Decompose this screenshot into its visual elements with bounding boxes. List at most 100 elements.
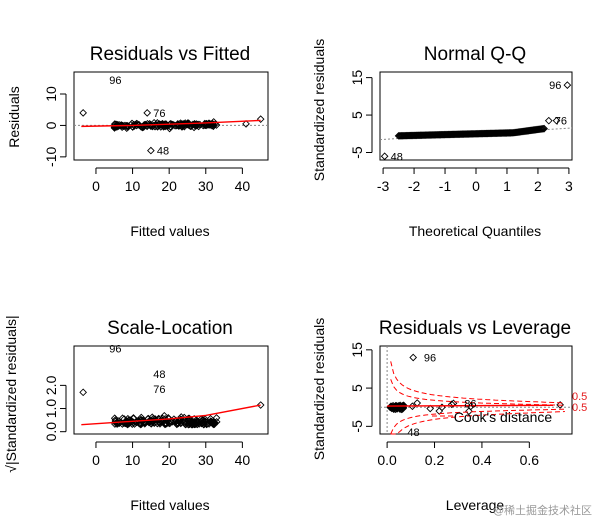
data-point (380, 152, 389, 161)
y-tick-label: 10 (43, 86, 59, 102)
data-point (198, 416, 207, 425)
data-point (563, 81, 572, 89)
x-tick-label: 0.4 (472, 452, 492, 468)
data-point (129, 120, 138, 129)
cooks-distance-contour (390, 379, 565, 406)
plot-frame (73, 345, 269, 435)
data-point (447, 400, 456, 409)
x-axis-label: Theoretical Quantiles (409, 223, 541, 239)
plot-frame (379, 71, 573, 161)
data-point (193, 417, 201, 426)
data-point (197, 419, 206, 428)
data-point (79, 388, 87, 397)
data-point (199, 418, 208, 427)
data-point (408, 402, 417, 411)
x-tick-label: 0 (472, 178, 480, 194)
data-point (556, 401, 564, 409)
data-point (147, 146, 155, 155)
data-point (130, 420, 139, 428)
data-point (191, 420, 200, 429)
x-tick-label: 10 (125, 178, 141, 194)
data-point (180, 413, 189, 422)
x-tick-label: 40 (235, 452, 251, 468)
y-axis-label: Standardized residuals (311, 39, 327, 181)
panel-scale-location: Scale-Location Fitted values √|Standardi… (3, 315, 269, 513)
x-tick-label: 10 (125, 452, 141, 468)
data-point (147, 419, 156, 428)
point-label: 96 (109, 75, 121, 87)
data-point (137, 418, 146, 427)
cook-level-label: 0.5 (572, 402, 587, 414)
data-point (153, 419, 162, 428)
x-tick-label: 40 (235, 178, 251, 194)
x-tick-label: 30 (198, 178, 214, 194)
chart-title: Normal Q-Q (424, 44, 526, 65)
data-point (435, 407, 444, 415)
point-label: 96 (549, 80, 561, 92)
point-label: 76 (153, 108, 165, 120)
x-axis-label: Fitted values (130, 223, 209, 239)
chart-title: Scale-Location (107, 318, 233, 339)
x-tick-label: 20 (161, 452, 177, 468)
y-tick-label: 0 (43, 121, 59, 129)
data-point (540, 124, 548, 133)
point-label: 48 (391, 151, 403, 163)
data-point (552, 116, 561, 125)
plot-frame (379, 345, 573, 435)
tick-labels: 0 10 20 30 40 0.0 1.0 2.0 (43, 375, 250, 468)
data-point (399, 401, 408, 410)
data-point (153, 119, 162, 127)
data-point (190, 123, 198, 132)
y-tick-label: -5 (349, 420, 365, 433)
smooth-line (81, 404, 261, 426)
data-point (179, 417, 188, 426)
data-marks: 96 76 48 (379, 71, 573, 163)
point-label: 76 (555, 116, 567, 128)
data-point (539, 124, 547, 133)
data-point (161, 420, 169, 429)
data-marks: 96 48 86 (379, 345, 573, 439)
data-point (79, 109, 87, 117)
x-tick-label: 0.6 (520, 452, 540, 468)
y-axis-label: Residuals (6, 86, 22, 147)
x-tick-label: 20 (161, 178, 177, 194)
data-point (242, 120, 250, 128)
data-marks: 96 48 76 (73, 343, 269, 435)
watermark: @稀土掘金技术社区 (493, 503, 592, 517)
data-point (176, 419, 185, 428)
x-tick-label: 0.0 (377, 452, 397, 468)
data-point (140, 120, 149, 129)
cooks-distance-contour (390, 408, 565, 435)
point-label: 86 (464, 398, 476, 410)
y-tick-label: 5 (349, 384, 365, 392)
cook-level-label: 0.5 (572, 391, 587, 403)
point-label: 96 (109, 343, 121, 355)
x-tick-label: 0 (92, 452, 100, 468)
y-tick-label: 2.0 (43, 375, 59, 395)
cooks-distance-contour (390, 361, 565, 404)
point-label: 76 (153, 384, 165, 396)
point-label: 48 (407, 427, 419, 439)
x-tick-label: 3 (565, 178, 573, 194)
y-tick-label: -10 (43, 147, 59, 167)
x-tick-label: -2 (408, 178, 421, 194)
data-point (193, 121, 202, 130)
data-point (465, 407, 473, 416)
x-tick-label: 2 (534, 178, 542, 194)
chart-title: Residuals vs Fitted (90, 44, 251, 65)
panel-residuals-vs-leverage: Residuals vs Leverage Leverage Standardi… (311, 318, 587, 513)
data-point (538, 125, 546, 133)
point-label: 48 (157, 146, 169, 158)
y-tick-label: 5 (349, 111, 365, 119)
x-axis-label: Fitted values (130, 497, 209, 513)
data-point (166, 122, 175, 131)
x-tick-label: 30 (198, 452, 214, 468)
data-point (202, 121, 211, 130)
data-point (133, 120, 141, 128)
data-point (162, 419, 171, 428)
data-point (154, 415, 163, 423)
y-axis-label: Standardized residuals (311, 318, 327, 460)
x-tick-label: -3 (377, 178, 390, 194)
data-point (256, 115, 265, 123)
